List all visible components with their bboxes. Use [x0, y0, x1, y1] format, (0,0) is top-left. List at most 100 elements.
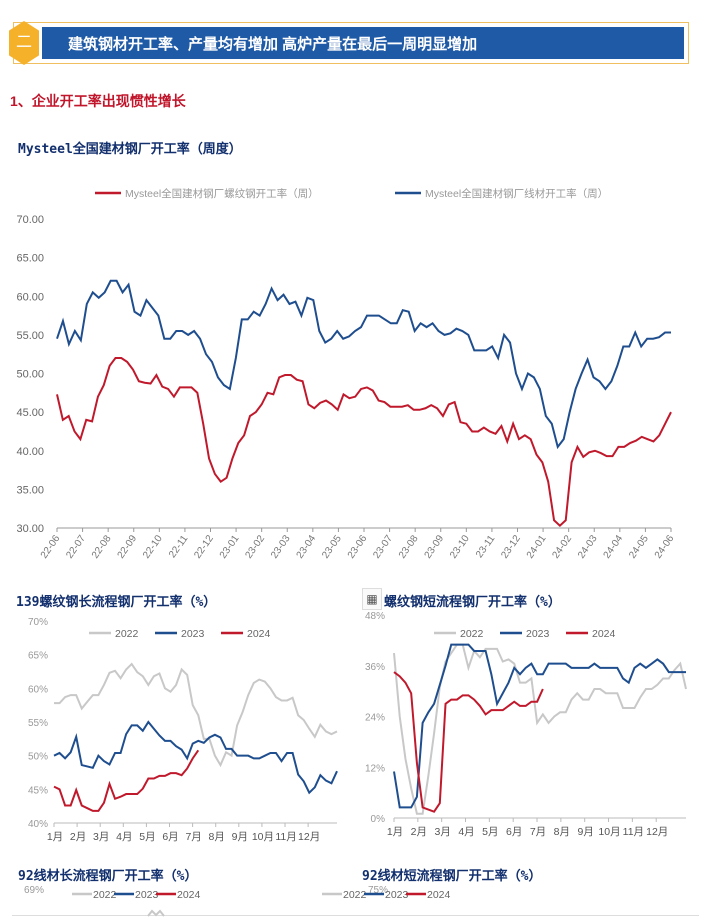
y-tick-label: 70% — [28, 617, 48, 628]
x-tick-label: 6月 — [162, 831, 178, 843]
series-line-2023 — [393, 643, 686, 809]
chart-title-long-wire: 92线材长流程钢厂开工率（%） — [18, 869, 198, 884]
y-tick-label: 12% — [365, 763, 385, 774]
y-tick-label: 60% — [28, 684, 48, 695]
series-line-2022-partial — [147, 909, 165, 917]
x-tick-label: 12月 — [646, 826, 668, 838]
y-tick-label: 24% — [365, 713, 385, 724]
series-line-2022 — [54, 662, 338, 768]
x-tick-label: 8月 — [209, 831, 225, 843]
y-tick-label: 36% — [365, 662, 385, 673]
y-tick-label: 65.00 — [16, 253, 44, 265]
y-tick-label: 45% — [28, 785, 48, 796]
legend-label: 2024 — [177, 889, 201, 901]
chart-title-short-rebar: 螺纹钢短流程钢厂开工率（%） — [384, 595, 561, 610]
x-tick-label: 7月 — [185, 831, 201, 843]
y-tick-label: 55% — [28, 718, 48, 729]
x-tick-label: 12月 — [298, 831, 320, 843]
legend-label: 2023 — [135, 889, 159, 901]
x-tick-label: 3月 — [93, 831, 109, 843]
y-tick-label: 35.00 — [16, 484, 44, 496]
x-tick-label: 10月 — [598, 826, 620, 838]
x-tick-label: 23-02 — [243, 533, 267, 561]
x-tick-label: 23-07 — [371, 533, 395, 561]
x-tick-label: 23-12 — [499, 533, 523, 561]
calculator-icon[interactable]: ▦ — [362, 588, 382, 610]
x-tick-label: 11月 — [275, 831, 296, 843]
legend-label: 2024 — [427, 889, 451, 901]
y-tick-label: 55.00 — [16, 330, 44, 342]
divider — [12, 915, 699, 916]
series-line-2023 — [53, 720, 338, 795]
y-tick-label: 40% — [28, 819, 48, 830]
x-tick-label: 24-05 — [627, 533, 651, 561]
legend-label: 2022 — [460, 628, 484, 640]
x-tick-label: 24-02 — [550, 533, 574, 561]
x-tick-label: 4月 — [458, 826, 474, 838]
y-tick-label: 75% — [368, 885, 388, 896]
x-tick-label: 22-06 — [39, 533, 63, 561]
x-tick-label: 3月 — [435, 826, 451, 838]
legend-label: Mysteel全国建材钢厂螺纹钢开工率（周） — [125, 187, 319, 200]
section-header-title: 建筑钢材开工率、产量均有增加 高炉产量在最后一周明显增加 — [68, 36, 478, 53]
x-tick-label: 2月 — [70, 831, 86, 843]
x-tick-label: 24-06 — [653, 533, 677, 561]
legend-label: 2024 — [592, 628, 616, 640]
x-tick-label: 24-01 — [525, 533, 549, 561]
series-line-1 — [56, 279, 671, 450]
x-tick-label: 22-10 — [141, 533, 165, 561]
x-tick-label: 23-01 — [218, 533, 242, 561]
chart-title-short-wire: 92线材短流程钢厂开工率（%） — [362, 869, 542, 884]
y-tick-label: 69% — [24, 885, 44, 896]
series-line-2022 — [393, 643, 687, 815]
x-tick-label: 9月 — [578, 826, 594, 838]
legend-label: 2024 — [247, 628, 271, 640]
legend-label: 2022 — [343, 889, 367, 901]
x-tick-label: 23-06 — [346, 533, 370, 561]
section-number-badge: 二 — [9, 21, 39, 65]
x-tick-label: 22-11 — [167, 533, 191, 560]
x-tick-label: 5月 — [139, 831, 155, 843]
x-tick-label: 23-08 — [397, 533, 421, 561]
legend-label: 2022 — [93, 889, 117, 901]
section-header-box — [13, 22, 689, 64]
y-tick-label: 60.00 — [16, 291, 44, 303]
x-tick-label: 9月 — [232, 831, 248, 843]
series-line-2024 — [53, 749, 200, 812]
x-tick-label: 22-08 — [90, 533, 114, 561]
y-tick-label: 45.00 — [16, 407, 44, 419]
y-tick-label: 0% — [371, 814, 386, 825]
x-tick-label: 10月 — [252, 831, 274, 843]
y-tick-label: 30.00 — [16, 523, 44, 535]
legend-label: 2023 — [385, 889, 409, 901]
y-tick-label: 50% — [28, 752, 48, 763]
x-tick-label: 7月 — [530, 826, 546, 838]
y-tick-label: 50.00 — [16, 369, 44, 381]
series-line-2024 — [393, 671, 544, 813]
x-tick-label: 24-03 — [576, 533, 600, 561]
x-tick-label: 1月 — [47, 831, 63, 843]
y-tick-label: 70.00 — [16, 214, 44, 226]
legend-label: 2022 — [115, 628, 139, 640]
y-tick-label: 65% — [28, 651, 48, 662]
x-tick-label: 22-12 — [192, 533, 216, 561]
section-header-bar — [42, 27, 684, 59]
y-tick-label: 40.00 — [16, 446, 44, 458]
x-tick-label: 23-10 — [448, 533, 472, 561]
x-tick-label: 8月 — [554, 826, 570, 838]
x-tick-label: 23-04 — [295, 533, 319, 561]
x-tick-label: 1月 — [387, 826, 403, 838]
series-line-0 — [56, 357, 672, 528]
x-tick-label: 24-04 — [602, 533, 626, 561]
x-tick-label: 2月 — [411, 826, 427, 838]
x-tick-label: 22-07 — [64, 533, 88, 561]
chart-title-long-rebar: 139螺纹钢长流程钢厂开工率（%） — [16, 595, 217, 610]
x-tick-label: 4月 — [116, 831, 132, 843]
x-tick-label: 6月 — [506, 826, 522, 838]
x-tick-label: 22-09 — [116, 533, 140, 561]
x-tick-label: 23-03 — [269, 533, 293, 561]
legend-label: 2023 — [181, 628, 205, 640]
x-tick-label: 23-05 — [320, 533, 344, 561]
